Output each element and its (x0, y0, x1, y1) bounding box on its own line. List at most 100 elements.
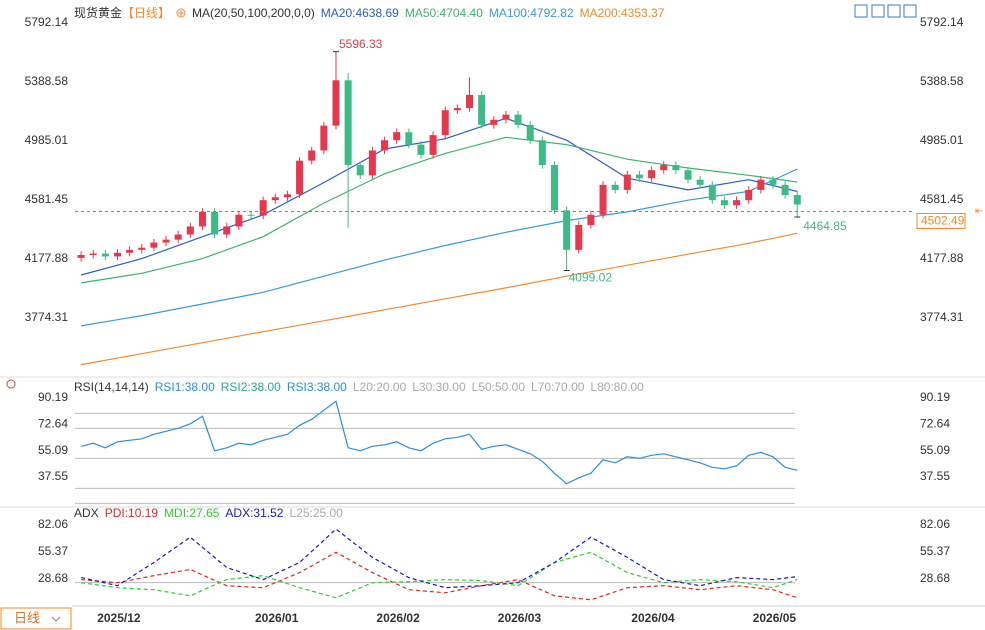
icon-button[interactable] (887, 4, 901, 18)
candle-body (296, 160, 304, 195)
y-tick-label: 3774.31 (25, 310, 69, 324)
candle-body (150, 242, 158, 248)
candle-body (538, 140, 546, 166)
guide-legend: L30:30.00 (412, 380, 466, 394)
y-tick-label-right: 90.19 (920, 390, 950, 404)
candle-body (283, 194, 291, 198)
candle-body (672, 165, 680, 171)
x-tick-label: 2026/02 (376, 611, 420, 625)
x-tick-label: 2025/12 (97, 611, 141, 625)
candle-body (623, 174, 631, 190)
y-tick-label-right: 28.68 (920, 571, 950, 585)
candle-body (198, 211, 206, 227)
y-tick-label: 4177.88 (25, 251, 69, 265)
candle-body (417, 144, 425, 155)
x-tick-label: 2026/05 (753, 611, 797, 625)
guide-legend: L50:50.00 (471, 380, 526, 394)
ma-legend: MA20:4638.69 (320, 5, 399, 20)
y-tick-label: 4581.45 (25, 192, 69, 206)
candle-body (162, 239, 170, 243)
moving-average-line (80, 232, 798, 366)
candle-body (344, 80, 352, 166)
candle-body (308, 150, 316, 161)
candle-body (259, 200, 267, 216)
main-header: 现货黄金 【日线】 MA(20,50,100,200,0,0) MA20:463… (74, 4, 664, 21)
moving-average-line (80, 117, 798, 276)
candle-body (320, 125, 328, 151)
candle-body (247, 214, 255, 216)
y-tick-label: 72.64 (38, 417, 68, 431)
rsi-header: RSI(14,14,14) RSI1:38.00 RSI2:38.00 RSI3:3… (74, 380, 644, 394)
period-button[interactable] (0, 607, 72, 630)
candle-body (368, 150, 376, 176)
icon-button[interactable] (871, 4, 885, 18)
y-tick-label: 90.19 (38, 390, 68, 404)
candle-body (648, 170, 656, 179)
indicator-label: MA(20,50,100,200,0,0) (192, 5, 315, 20)
settings-icon[interactable] (6, 379, 16, 389)
last-price-label: 4502.49 (921, 214, 965, 228)
icon-button[interactable] (903, 4, 917, 18)
candle-body (77, 254, 85, 258)
candle-body (526, 124, 534, 141)
y-tick-label: 82.06 (38, 517, 68, 531)
candle-body (502, 114, 510, 120)
candle-body (393, 132, 401, 141)
guide-legend: L70:70.00 (531, 380, 585, 394)
y-tick-label: 55.37 (38, 544, 68, 558)
y-tick-label-right: 3774.31 (920, 310, 964, 324)
candle-body (757, 179, 765, 190)
indicator-line (80, 400, 798, 485)
candle-body (211, 211, 219, 235)
candle-body (490, 119, 498, 125)
candle-body (441, 110, 449, 136)
candle-body (89, 253, 97, 255)
ma-legend: MA100:4792.82 (488, 5, 574, 20)
candle-body (235, 214, 243, 227)
y-tick-label: 5388.58 (25, 74, 69, 88)
candle-body (356, 165, 364, 176)
guide-legend: L20:20.00 (352, 380, 407, 394)
candle-body (453, 108, 461, 111)
candle-body (405, 132, 413, 145)
candle-body (793, 195, 801, 205)
candle-body (550, 165, 558, 211)
guide-legend: L25:25.00 (289, 506, 343, 520)
x-tick-label: 2026/01 (255, 611, 299, 625)
candle-body (223, 226, 231, 235)
indicator-legend: PDI:10.19 (104, 506, 159, 520)
y-tick-label-right: 4177.88 (920, 251, 964, 265)
instrument-title: 现货黄金 (74, 6, 123, 20)
add-icon[interactable] (176, 8, 186, 18)
extreme-label: 4099.02 (569, 271, 613, 285)
extreme-label: 4464.85 (803, 219, 847, 233)
moving-average-line (80, 168, 798, 327)
candle-body (708, 184, 716, 201)
indicator-legend: ADX:31.52 (225, 506, 284, 520)
candle-body (381, 140, 389, 151)
candle-body (733, 200, 741, 206)
candle-body (429, 135, 437, 155)
candle-body (101, 253, 109, 257)
period-button-label[interactable]: 日线 (14, 610, 40, 625)
indicator-legend: RSI3:38.00 (286, 380, 347, 394)
indicator-legend: MDI:27.65 (164, 506, 220, 520)
rsi-title: RSI(14,14,14) (74, 380, 149, 394)
candle-body (781, 184, 789, 196)
y-tick-label-right: 5388.58 (920, 74, 964, 88)
candle-body (478, 94, 486, 125)
icon-button[interactable] (854, 4, 868, 18)
candle-body (575, 225, 583, 250)
y-tick-label-right: 5792.14 (920, 15, 964, 29)
candle-body (720, 200, 728, 206)
candle-body (684, 170, 692, 180)
dropdown-arrow (51, 616, 61, 622)
indicator-line (81, 551, 798, 599)
candle-body (174, 234, 182, 240)
candle-body (514, 114, 522, 125)
toolbar-icons[interactable] (854, 4, 917, 18)
candle-body (599, 184, 607, 215)
extreme-label: 5596.33 (339, 37, 383, 51)
adx-header: ADX PDI:10.19 MDI:27.65 ADX:31.52 L25:25.00 (74, 506, 343, 520)
candle-body (611, 184, 619, 190)
